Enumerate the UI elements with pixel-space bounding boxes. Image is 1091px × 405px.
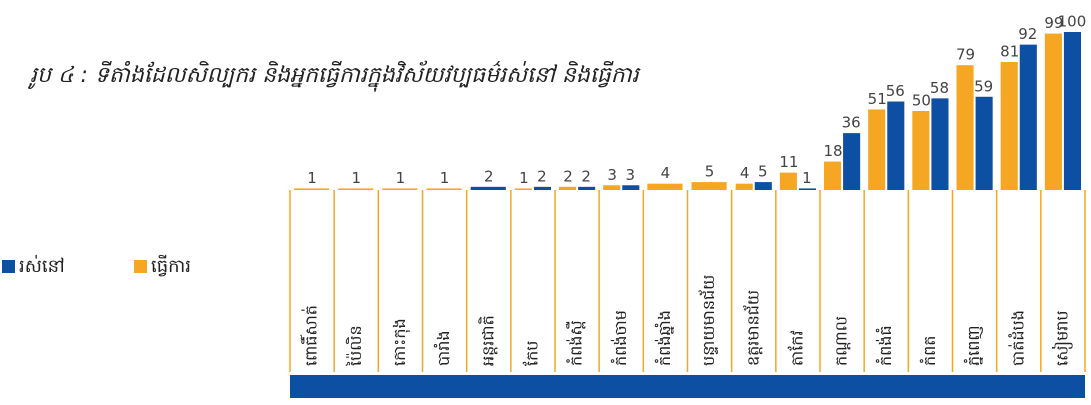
bar [912,111,930,190]
data-label: 1 [519,169,529,187]
bar [824,161,842,190]
bar [294,188,330,190]
x-tick-label: អន្តរជាតិ [477,315,497,366]
data-label: 1 [802,169,812,187]
data-label: 2 [484,167,494,185]
data-label: 1 [396,169,406,187]
bar [735,183,753,190]
data-label: 3 [607,166,617,184]
bar [754,182,772,190]
x-tick-label: បន្ទាយមានជ័យ [698,275,718,366]
data-label: 1 [440,169,450,187]
bar [382,188,418,190]
bar [647,183,683,190]
data-label: 11 [779,153,798,171]
data-label: 18 [823,142,842,160]
legend-label: រស់នៅ [19,254,65,277]
x-tick-label: ភ្នំពេញ [963,325,983,366]
data-label: 1 [307,169,317,187]
data-label: 2 [581,167,591,185]
bar [843,133,861,190]
data-label: 2 [563,167,573,185]
bar [1063,32,1081,190]
x-tick-label: កំពង់ចាម [610,310,630,366]
data-label: 56 [886,82,905,100]
data-label: 1 [351,169,361,187]
bar [975,96,993,190]
bar [1000,62,1018,190]
bar [868,109,886,190]
bar [691,182,727,190]
bar [470,186,506,190]
data-label: 59 [974,77,993,95]
bar [779,172,797,190]
base-band [290,375,1085,398]
data-label: 58 [930,79,949,97]
x-tick-label: កំពត [919,336,939,366]
data-label: 99 [1044,14,1063,32]
data-label: 5 [705,163,715,181]
bar [887,101,905,190]
x-tick-label: កំពង់ឆ្នាំង [654,310,674,366]
x-tick-label: តាកែវ [787,330,806,366]
bar [559,186,577,190]
data-label: 5 [758,163,768,181]
data-label: 3 [626,166,636,184]
bar [514,188,532,190]
x-tick-label: កំពង់ធំ [875,325,895,366]
bar [1044,33,1062,190]
x-tick-label: បាត់ដំបង [1007,310,1027,366]
bar [622,185,640,190]
data-label: 4 [740,164,750,182]
x-tick-label: កោះកុង [390,318,411,366]
bar [603,185,621,190]
chart-title: រូប ៤ : ទីតាំងដែលសិល្បករ និងអ្នកធ្វើការក… [27,60,641,92]
bar [426,188,462,190]
bar [931,98,949,190]
data-label: 81 [1000,43,1019,61]
x-tick-label: បារាំង [433,330,453,366]
x-tick-label: កំពង់ស្ពឺ [566,320,586,366]
data-label: 92 [1018,25,1037,43]
legend-swatch [134,260,147,273]
x-tick-label: កណ្ដាល [832,316,851,366]
data-label: 36 [842,114,861,132]
data-label: 100 [1058,13,1087,31]
data-label: 4 [661,164,671,182]
bar [578,186,596,190]
bar [533,186,551,190]
x-tick-label: កែប [522,341,541,366]
bar [956,65,974,190]
data-label: 2 [537,167,547,185]
data-label: 50 [912,92,931,110]
x-tick-label: ប៉ៃលិន [345,325,365,367]
bar [798,188,816,190]
x-tick-label: ឧត្ដរមានជ័យ [742,290,762,366]
data-label: 79 [956,46,975,64]
x-tick-label: សៀមរាប [1051,310,1073,366]
legend-swatch [2,260,15,273]
bar [338,188,374,190]
legend-label: ធ្វើការ [151,254,191,277]
data-label: 51 [868,90,887,108]
bar [1019,44,1037,190]
x-tick-label: ពោធិ៍សាត់ [300,305,321,366]
